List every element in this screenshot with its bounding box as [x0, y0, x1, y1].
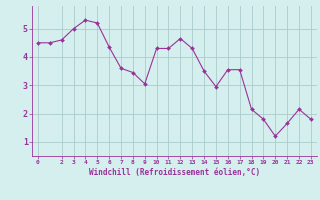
X-axis label: Windchill (Refroidissement éolien,°C): Windchill (Refroidissement éolien,°C) — [89, 168, 260, 177]
